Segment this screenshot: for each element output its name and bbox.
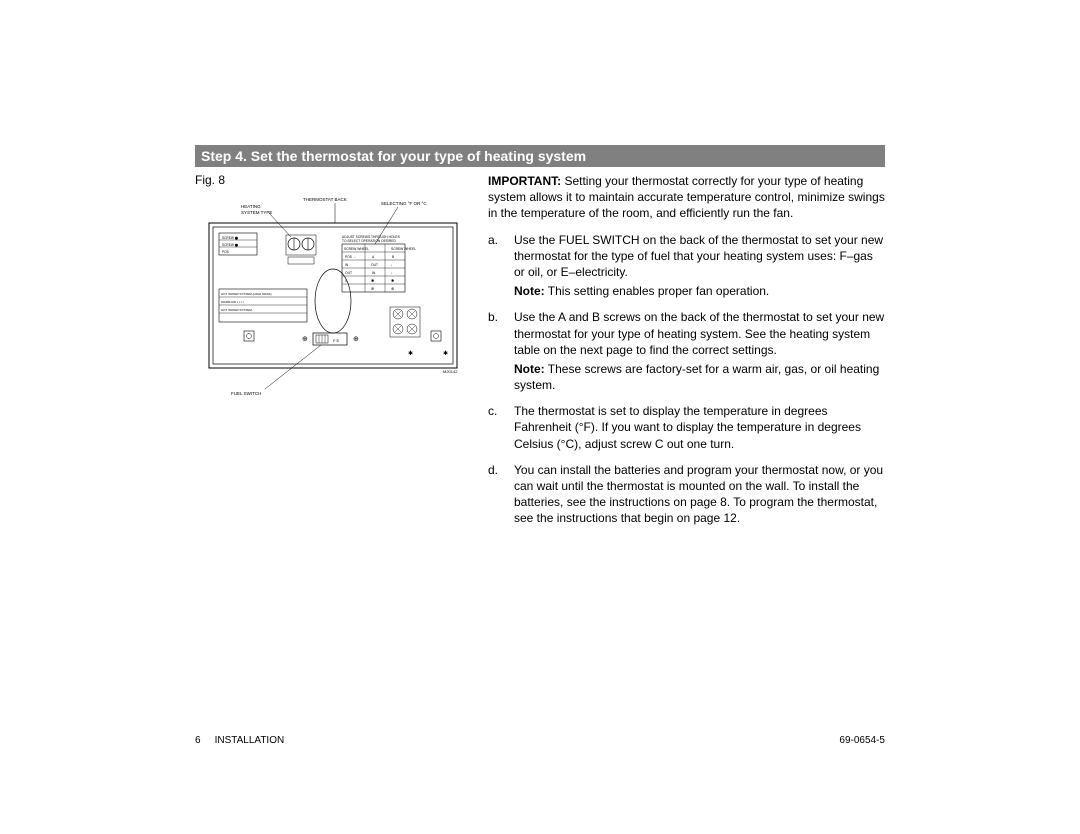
svg-text:SCREW WHEEL: SCREW WHEEL (391, 247, 416, 251)
step-header: Step 4. Set the thermostat for your type… (195, 145, 885, 167)
content-row: Fig. 8 SCREW ⬤ SCREW ⬤ POS (195, 173, 885, 537)
step-title: Step 4. Set the thermostat for your type… (201, 148, 586, 164)
svg-text:✱: ✱ (391, 278, 395, 283)
item-b: b. Use the A and B screws on the back of… (488, 309, 885, 393)
item-d: d. You can install the batteries and pro… (488, 462, 885, 527)
svg-text:OUT: OUT (371, 263, 378, 267)
section-name: INSTALLATION (215, 735, 285, 746)
page-number: 6 (195, 735, 201, 746)
svg-text:SCREW ⬤: SCREW ⬤ (222, 243, 239, 247)
svg-text:IN: IN (372, 271, 376, 275)
svg-text:⊕: ⊕ (371, 286, 374, 291)
svg-text:WARM AIR ▪ ▪ ▪ ▪: WARM AIR ▪ ▪ ▪ ▪ (221, 300, 244, 304)
marker-b: b. (488, 309, 502, 393)
svg-text:A: A (372, 255, 375, 259)
note-label-b: Note: (514, 362, 545, 376)
important-block: IMPORTANT: Setting your thermostat corre… (488, 173, 885, 222)
body-a: Use the FUEL SWITCH on the back of the t… (514, 233, 883, 279)
note-a: This setting enables proper fan operatio… (548, 284, 769, 298)
svg-text:✱: ✱ (371, 278, 375, 283)
instruction-text: IMPORTANT: Setting your thermostat corre… (488, 173, 885, 537)
thermostat-diagram: SCREW ⬤ SCREW ⬤ POS ADJUST SCREWS THROUG… (195, 191, 470, 401)
diagram-code: M20142 (443, 369, 458, 374)
svg-text:POS →: POS → (345, 255, 356, 259)
svg-text:POS: POS (222, 250, 229, 254)
figure-label: Fig. 8 (195, 173, 470, 187)
page-footer: 6 INSTALLATION 69-0654-5 (195, 735, 885, 746)
svg-text:TO SELECT OPERATION DESIRED: TO SELECT OPERATION DESIRED (342, 239, 396, 243)
svg-text:⊕: ⊕ (391, 286, 394, 291)
body-b: Use the A and B screws on the back of th… (514, 310, 884, 356)
marker-c: c. (488, 403, 502, 452)
note-b: These screws are factory-set for a warm … (514, 362, 879, 392)
svg-text:✱: ✱ (443, 350, 448, 357)
svg-text:⊕: ⊕ (302, 336, 308, 343)
svg-text:SCREW ⬤: SCREW ⬤ (222, 236, 239, 240)
svg-text:B: B (392, 255, 395, 259)
body-d: You can install the batteries and progra… (514, 463, 883, 526)
callout-fuel-switch: FUEL SWITCH (231, 391, 261, 396)
callout-heating-type-2: SYSTEM TYPE (241, 210, 272, 215)
callout-heating-type-1: HEATING (241, 204, 261, 209)
important-label: IMPORTANT: (488, 174, 561, 188)
doc-id: 69-0654-5 (839, 735, 885, 746)
tbl-hdr-screw: SCREW WHEEL (344, 247, 369, 251)
svg-text:IN: IN (345, 263, 349, 267)
svg-text:HOT WATER SYSTEM (HIGH MASS): HOT WATER SYSTEM (HIGH MASS) (221, 292, 271, 296)
svg-text:↓: ↓ (391, 271, 393, 275)
marker-d: d. (488, 462, 502, 527)
svg-text:↓: ↓ (391, 263, 393, 267)
marker-a: a. (488, 232, 502, 300)
callout-thermostat-back: THERMOSTAT BACK (303, 197, 347, 202)
svg-text:✱: ✱ (408, 350, 413, 357)
item-c: c. The thermostat is set to display the … (488, 403, 885, 452)
item-a: a. Use the FUEL SWITCH on the back of th… (488, 232, 885, 300)
note-label-a: Note: (514, 284, 545, 298)
svg-text:⊕: ⊕ (353, 336, 359, 343)
body-c: The thermostat is set to display the tem… (514, 404, 861, 450)
callout-selecting: SELECTING °F OR °C (381, 201, 427, 206)
figure-column: Fig. 8 SCREW ⬤ SCREW ⬤ POS (195, 173, 470, 537)
svg-text:F E: F E (333, 338, 340, 343)
svg-text:HOT WATER SYSTEM: HOT WATER SYSTEM (221, 308, 252, 312)
svg-text:OUT: OUT (345, 271, 352, 275)
